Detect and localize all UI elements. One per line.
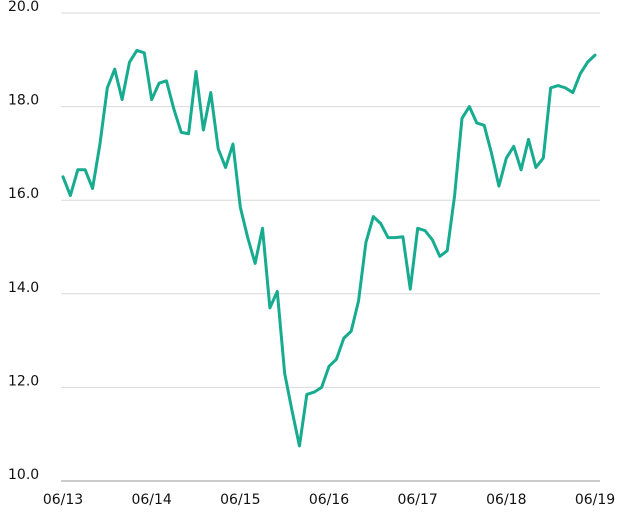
y-tick-label: 20.0: [8, 0, 39, 15]
x-tick-label: 06/15: [220, 492, 260, 508]
y-tick-label: 14.0: [8, 280, 39, 296]
x-tick-label: 06/19: [575, 492, 615, 508]
y-tick-label: 18.0: [8, 93, 39, 109]
x-tick-label: 06/16: [309, 492, 349, 508]
y-tick-label: 16.0: [8, 186, 39, 202]
y-tick-label: 12.0: [8, 373, 39, 389]
x-tick-label: 06/18: [486, 492, 526, 508]
y-tick-label: 10.0: [8, 467, 39, 483]
x-tick-label: 06/13: [43, 492, 83, 508]
x-tick-label: 06/17: [397, 492, 437, 508]
x-tick-label: 06/14: [131, 492, 171, 508]
data-line: [61, 48, 597, 448]
